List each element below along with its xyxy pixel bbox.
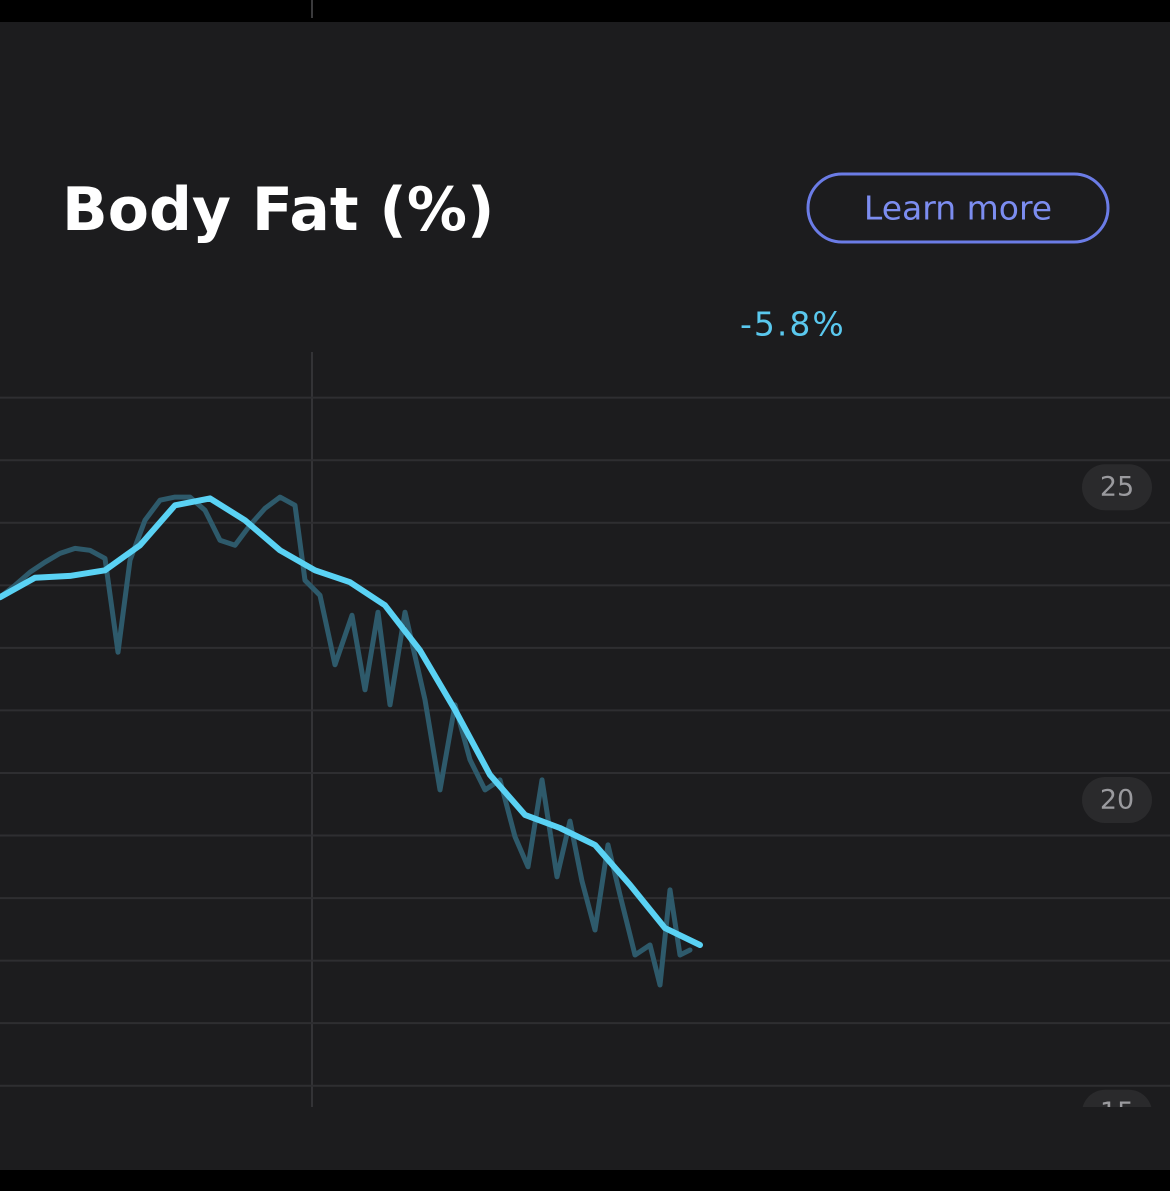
title: Body Fat (%): [62, 175, 494, 245]
button-label[interactable]: Learn more: [864, 189, 1052, 228]
y-tick-pill: [1082, 776, 1152, 823]
y-tick-label: 20: [1100, 784, 1134, 815]
change-label: -5.8%: [740, 305, 846, 344]
y-tick-label: 15: [1100, 1097, 1134, 1128]
y-tick-pill: [1082, 464, 1152, 511]
learn-more-button[interactable]: Learn more: [806, 172, 1110, 244]
series-line: [0, 495, 703, 948]
plot: 15 20 25: [0, 352, 1170, 1128]
y-tick-label: 25: [1100, 472, 1134, 503]
series-line: [0, 494, 693, 988]
y-tick-pill: [1082, 1089, 1152, 1107]
button-outline[interactable]: [806, 172, 1110, 244]
card: [0, 22, 1170, 1170]
